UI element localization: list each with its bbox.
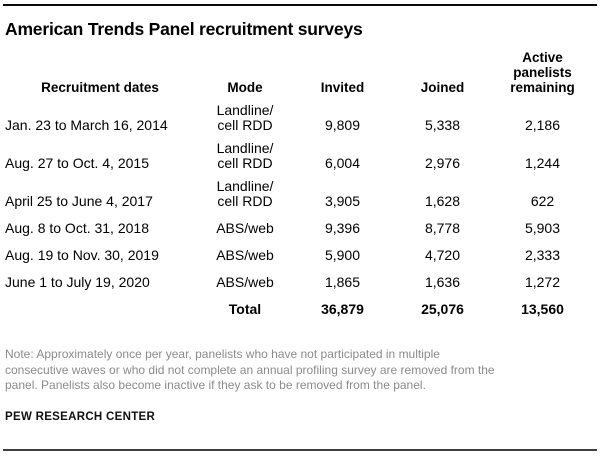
cell-dates: Aug. 19 to Nov. 30, 2019: [5, 247, 159, 263]
cell-remaining: 2,186: [524, 117, 561, 133]
table-row-2020: June 1 to July 19, 2020 ABS/web 1,865 1,…: [0, 267, 595, 294]
table-row-total: Total 36,879 25,076 13,560: [0, 294, 595, 321]
top-rule: [3, 4, 597, 6]
cell-dates: April 25 to June 4, 2017: [5, 193, 153, 209]
cell-joined: 1,628: [424, 193, 461, 209]
footnote-line: consecutive waves or who did not complet…: [5, 362, 495, 377]
cell-joined: 2,976: [424, 155, 461, 171]
cell-invited: 5,900: [324, 247, 361, 263]
header-recruitment-dates: Recruitment dates: [41, 80, 159, 95]
table-row-2017: April 25 to June 4, 2017 Landline/ cell …: [0, 175, 595, 213]
cell-remaining: 2,333: [524, 247, 561, 263]
cell-mode: ABS/web: [216, 220, 274, 236]
cell-remaining: 622: [530, 193, 555, 209]
cell-mode: ABS/web: [216, 274, 274, 290]
table-header-row: Recruitment dates Mode Invited Joined Ac…: [0, 50, 595, 99]
cell-joined: 4,720: [424, 247, 461, 263]
cell-invited: 9,809: [324, 117, 361, 133]
table-row-2018: Aug. 8 to Oct. 31, 2018 ABS/web 9,396 8,…: [0, 213, 595, 240]
cell-remaining: 1,272: [524, 274, 561, 290]
cell-remaining: 5,903: [524, 220, 561, 236]
cell-mode: Landline/ cell RDD: [216, 178, 274, 209]
cell-remaining: 1,244: [524, 155, 561, 171]
header-mode: Mode: [227, 80, 263, 95]
footnote-line: panel. Panelists also become inactive if…: [5, 378, 426, 392]
cell-mode: Landline/ cell RDD: [216, 102, 274, 133]
cell-invited: 6,004: [324, 155, 361, 171]
cell-dates: Aug. 8 to Oct. 31, 2018: [5, 220, 149, 236]
footnote: Note: Approximately once per year, panel…: [5, 347, 595, 394]
header-active-panelists-remaining: Active panelists remaining: [510, 50, 575, 95]
recruitment-surveys-table: Recruitment dates Mode Invited Joined Ac…: [0, 50, 595, 321]
cell-total-remaining: 13,560: [521, 301, 564, 317]
cell-mode: ABS/web: [216, 247, 274, 263]
cell-joined: 5,338: [424, 117, 461, 133]
cell-dates-empty: [0, 294, 200, 321]
cell-total-joined: 25,076: [421, 301, 464, 317]
chart-title: American Trends Panel recruitment survey…: [5, 19, 363, 39]
header-joined: Joined: [420, 80, 465, 95]
cell-mode: Landline/ cell RDD: [216, 140, 274, 171]
source-attribution: PEW RESEARCH CENTER: [5, 410, 156, 423]
cell-dates: Jan. 23 to March 16, 2014: [5, 117, 168, 133]
footnote-line: Note: Approximately once per year, panel…: [5, 347, 440, 361]
bottom-rule: [3, 449, 597, 451]
cell-total-label: Total: [228, 301, 262, 317]
cell-invited: 9,396: [324, 220, 361, 236]
cell-joined: 1,636: [424, 274, 461, 290]
cell-dates: June 1 to July 19, 2020: [5, 274, 150, 290]
table-row-2015: Aug. 27 to Oct. 4, 2015 Landline/ cell R…: [0, 137, 595, 175]
cell-invited: 3,905: [324, 193, 361, 209]
table-row-2014: Jan. 23 to March 16, 2014 Landline/ cell…: [0, 99, 595, 137]
cell-dates: Aug. 27 to Oct. 4, 2015: [5, 155, 149, 171]
cell-invited: 1,865: [324, 274, 361, 290]
header-invited: Invited: [320, 80, 365, 95]
cell-joined: 8,778: [424, 220, 461, 236]
cell-total-invited: 36,879: [321, 301, 364, 317]
table-row-2019: Aug. 19 to Nov. 30, 2019 ABS/web 5,900 4…: [0, 240, 595, 267]
